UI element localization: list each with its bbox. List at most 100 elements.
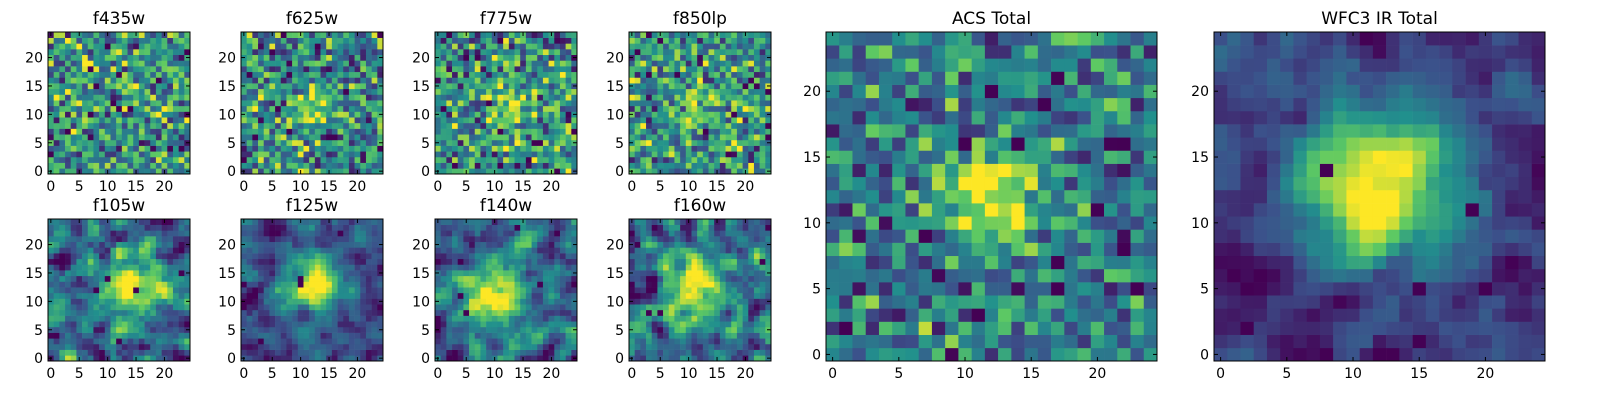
heatmap-cell [144, 264, 151, 271]
heatmap-cell [565, 43, 572, 50]
heatmap-cell [292, 105, 299, 112]
heatmap-cell [161, 224, 168, 231]
heatmap-cell [246, 298, 253, 305]
heatmap-cell [48, 37, 54, 44]
heatmap-cell [565, 270, 572, 277]
heatmap-cell [309, 94, 316, 101]
heatmap-cell [246, 111, 253, 118]
heatmap-cell [525, 270, 532, 277]
heatmap-cell [469, 139, 476, 146]
heatmap-cell [503, 71, 510, 78]
heatmap-cell [508, 298, 515, 305]
heatmap-cell [360, 122, 367, 129]
heatmap-cell [172, 298, 179, 305]
heatmap-cell [663, 43, 670, 50]
heatmap-cell [736, 128, 743, 135]
heatmap-cell [104, 315, 111, 322]
heatmap-cell [765, 162, 772, 169]
heatmap-cell [303, 241, 310, 248]
heatmap-cell [286, 77, 293, 84]
heatmap-cell [286, 83, 293, 90]
heatmap-cell [263, 281, 270, 288]
heatmap-cell [303, 60, 310, 67]
heatmap-cell [559, 281, 566, 288]
heatmap-cell [303, 270, 310, 277]
y-tick-label: 15 [218, 79, 236, 95]
heatmap-cell [116, 224, 123, 231]
heatmap-cell [657, 111, 664, 118]
heatmap-cell [360, 338, 367, 345]
heatmap-cell [263, 49, 270, 56]
heatmap-cell [161, 258, 168, 265]
heatmap-cell [736, 111, 743, 118]
heatmap-cell [514, 145, 521, 152]
heatmap-cell [491, 111, 498, 118]
heatmap-cell [99, 156, 106, 163]
heatmap-cell [440, 304, 447, 311]
heatmap-cell [343, 88, 350, 95]
heatmap-cell [121, 298, 128, 305]
heatmap-cell [514, 292, 521, 299]
heatmap-cell [525, 309, 532, 316]
heatmap-cell [491, 139, 498, 146]
heatmap-cell [554, 343, 561, 350]
heatmap-cell [150, 100, 157, 107]
heatmap-cell [714, 298, 721, 305]
heatmap-cell [457, 236, 464, 243]
heatmap-cell [646, 77, 653, 84]
heatmap-cell [360, 88, 367, 95]
heatmap-cell [292, 287, 299, 294]
heatmap-cell [520, 241, 527, 248]
heatmap-cell [663, 151, 670, 158]
heatmap-cell [497, 343, 504, 350]
heatmap-cell [303, 304, 310, 311]
heatmap-cell [343, 355, 350, 362]
heatmap-cell [59, 111, 66, 118]
heatmap-cell [668, 287, 675, 294]
heatmap-cell [680, 43, 687, 50]
heatmap-cell [702, 332, 709, 339]
heatmap-cell [520, 43, 527, 50]
heatmap-cell [457, 94, 464, 101]
heatmap-cell [258, 247, 265, 254]
heatmap-cell [99, 315, 106, 322]
heatmap-cell [446, 321, 453, 328]
heatmap-cell [99, 236, 106, 243]
heatmap-cell [463, 111, 470, 118]
heatmap-cell [753, 49, 760, 56]
heatmap-cell [348, 219, 355, 225]
heatmap-cell [742, 94, 749, 101]
heatmap-cell [371, 77, 378, 84]
heatmap-cell [514, 270, 521, 277]
heatmap-cell [452, 32, 459, 38]
heatmap-cell [70, 54, 77, 61]
heatmap-cell [685, 309, 692, 316]
heatmap-cell [99, 247, 106, 254]
heatmap-cell [269, 128, 276, 135]
heatmap-cell [246, 32, 253, 38]
heatmap-cell [731, 134, 738, 141]
heatmap-cell [514, 151, 521, 158]
heatmap-cell [138, 326, 145, 333]
heatmap-cell [116, 145, 123, 152]
heatmap-cell [87, 236, 94, 243]
heatmap-cell [280, 77, 287, 84]
heatmap-cell [365, 304, 372, 311]
y-tick-label: 0 [421, 164, 430, 180]
heatmap-cell [93, 122, 100, 129]
heatmap-cell [537, 355, 544, 362]
heatmap-cell [491, 43, 498, 50]
heatmap-cell [446, 128, 453, 135]
heatmap-cell [121, 326, 128, 333]
heatmap-cell [150, 151, 157, 158]
heatmap-cell [65, 156, 72, 163]
heatmap-cell [452, 292, 459, 299]
heatmap-cell [514, 281, 521, 288]
heatmap-cell [138, 66, 145, 73]
heatmap-cell [440, 139, 447, 146]
heatmap-cell [548, 60, 555, 67]
heatmap-cell [87, 304, 94, 311]
heatmap-cell [554, 43, 561, 50]
heatmap-cell [343, 258, 350, 265]
heatmap-cell [697, 338, 704, 345]
